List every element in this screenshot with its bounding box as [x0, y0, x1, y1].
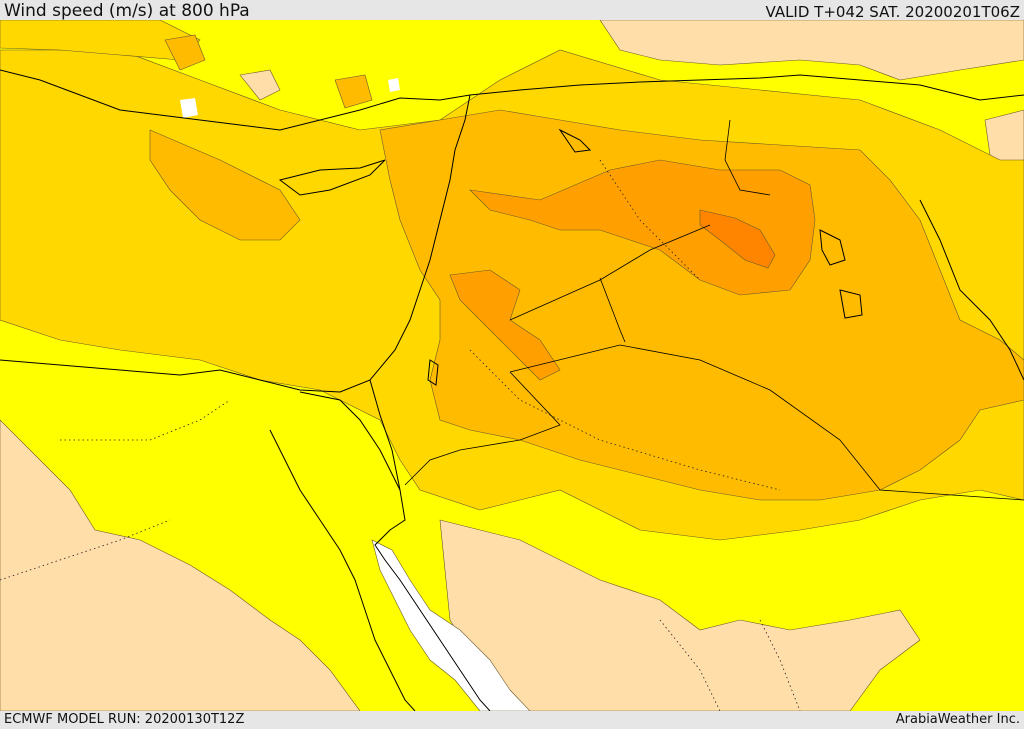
band-light-southwest — [0, 419, 361, 711]
band-gold-nw — [0, 20, 201, 61]
map-header: Wind speed (m/s) at 800 hPa VALID T+042 … — [0, 0, 1024, 21]
map-footer: ECMWF MODEL RUN: 20200130T12Z ArabiaWeat… — [0, 711, 1024, 729]
band-calm-patch-cyprus — [388, 78, 400, 92]
wind-speed-map — [0, 20, 1024, 711]
political-borders — [404, 119, 1024, 501]
band-orange-mediterranean — [149, 129, 301, 241]
model-run: ECMWF MODEL RUN: 20200130T12Z — [4, 712, 245, 727]
band-orange-patch-cyprus — [334, 74, 373, 109]
credit-label: ArabiaWeather Inc. — [895, 712, 1020, 727]
band-calm-red-sea — [371, 539, 531, 711]
band-orange-patch-north — [164, 34, 206, 71]
valid-time: VALID T+042 SAT. 20200201T06Z — [765, 3, 1020, 21]
band-light-north — [599, 20, 1024, 81]
band-darkorange-jordan — [449, 269, 561, 381]
coastlines — [0, 69, 1024, 711]
map-title: Wind speed (m/s) at 800 hPa — [4, 1, 250, 21]
internal-boundaries — [0, 159, 801, 711]
band-darkorange-iraq — [469, 159, 816, 296]
band-light-patch-nw — [239, 69, 281, 101]
band-max-iraq — [699, 209, 776, 269]
band-calm-patch-north — [180, 98, 198, 118]
